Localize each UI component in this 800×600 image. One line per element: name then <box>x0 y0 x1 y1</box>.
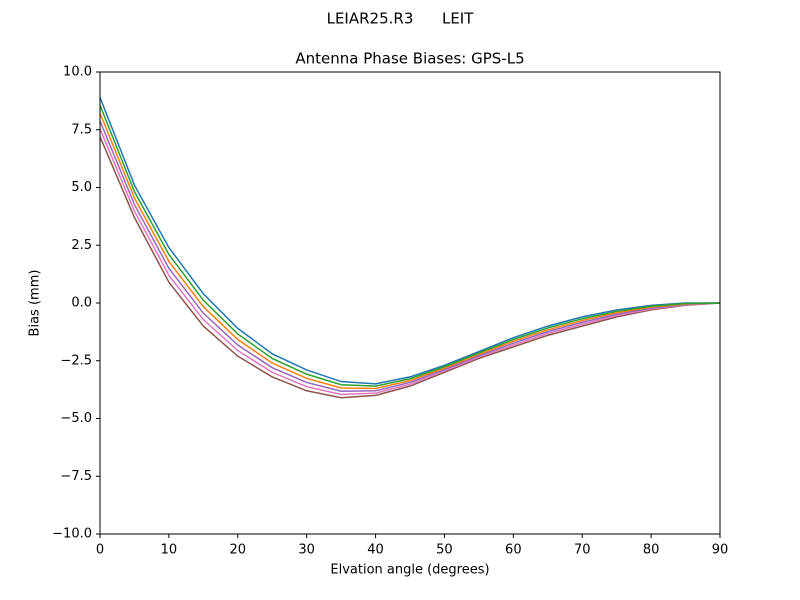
x-tick-label: 60 <box>505 543 522 558</box>
series-line <box>99 97 720 385</box>
x-axis-label: Elvation angle (degrees) <box>330 563 489 578</box>
y-tick-label: −10.0 <box>52 527 92 542</box>
x-tick-label: 40 <box>367 543 384 558</box>
series-line <box>99 128 721 396</box>
y-tick-label: −7.5 <box>60 469 92 484</box>
series-line <box>99 120 721 392</box>
x-tick-label: 80 <box>643 543 660 558</box>
chart-title: Antenna Phase Biases: GPS-L5 <box>295 50 524 68</box>
x-tick-label: 90 <box>712 543 729 558</box>
y-tick-label: −2.5 <box>60 353 92 368</box>
y-tick-label: 10.0 <box>63 65 92 80</box>
y-axis-label: Bias (mm) <box>28 270 43 337</box>
y-tick-label: −5.0 <box>60 411 92 426</box>
y-tick-label: 5.0 <box>71 180 92 195</box>
x-tick-label: 20 <box>230 543 247 558</box>
x-tick-label: 50 <box>436 543 453 558</box>
series-line <box>99 112 721 390</box>
y-tick-label: 7.5 <box>71 122 92 137</box>
y-tick-label: 0.0 <box>71 296 92 311</box>
y-tick-label: 2.5 <box>71 238 92 253</box>
suptitle: LEIAR25.R3 LEIT <box>327 10 475 28</box>
series-line <box>99 136 721 399</box>
x-tick-label: 10 <box>161 543 178 558</box>
x-tick-label: 0 <box>96 543 104 558</box>
x-tick-label: 70 <box>574 543 591 558</box>
series-line <box>99 104 721 387</box>
x-tick-label: 30 <box>298 543 315 558</box>
